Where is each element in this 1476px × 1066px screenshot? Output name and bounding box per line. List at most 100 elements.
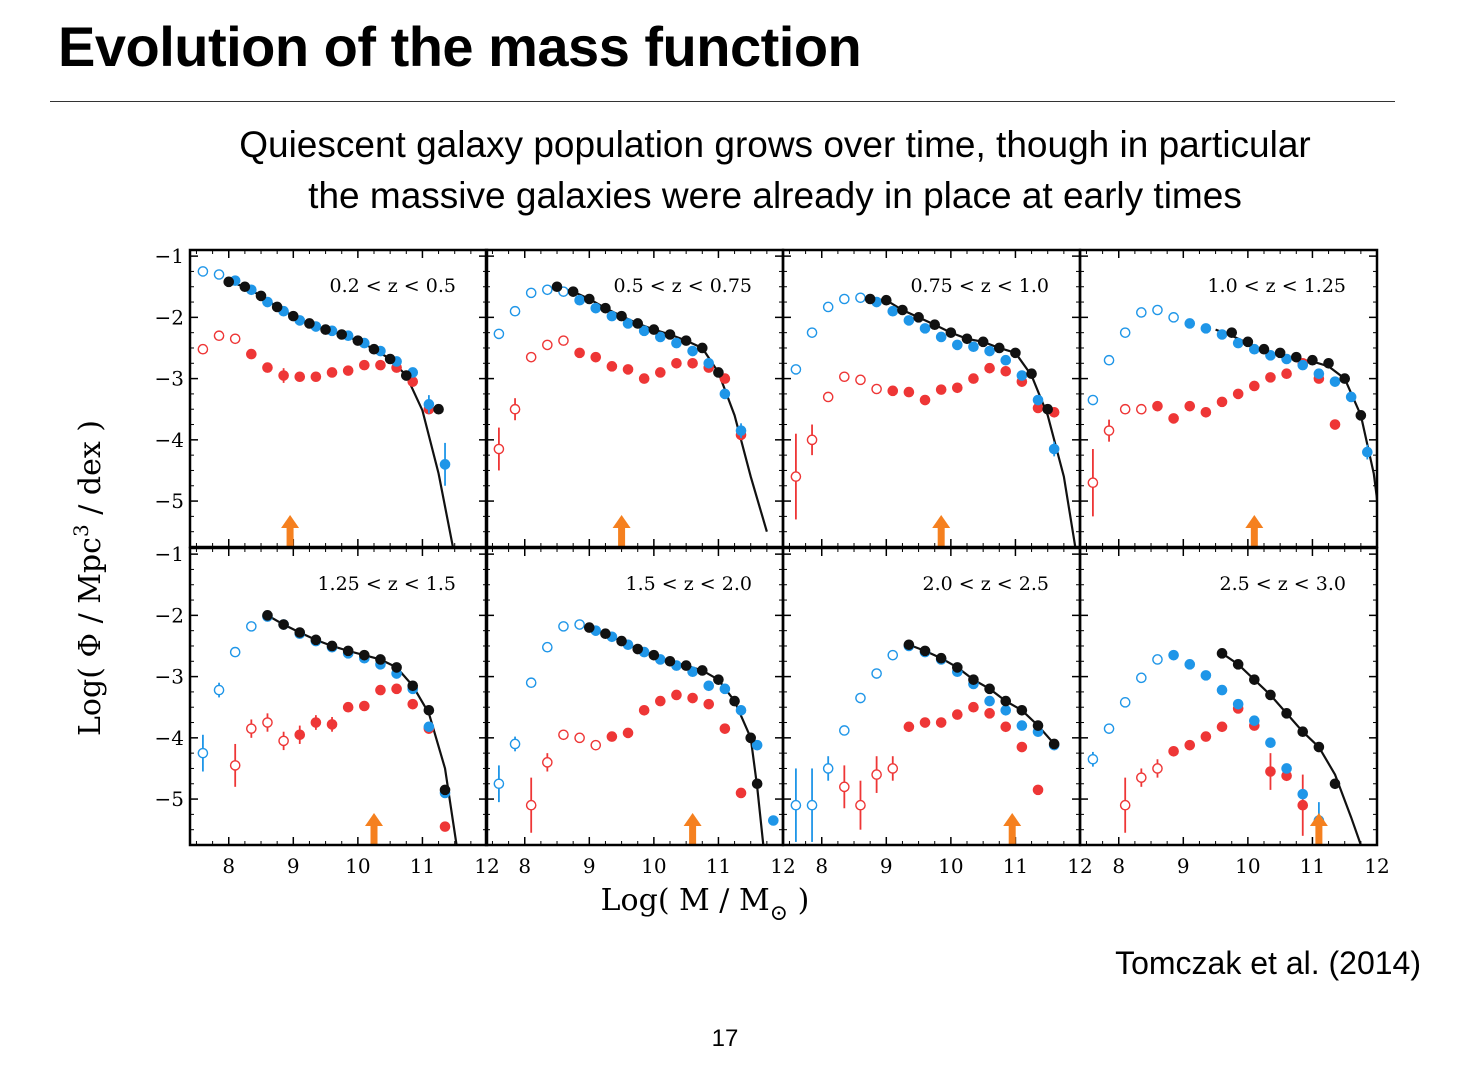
quiescent-point — [326, 719, 338, 730]
quiescent-open-point — [1136, 403, 1147, 415]
star-forming-point — [1265, 737, 1276, 749]
citation: Tomczak et al. (2014) — [1115, 945, 1421, 981]
quiescent-point — [903, 721, 915, 733]
total-point — [423, 704, 435, 716]
total-point — [1242, 336, 1254, 348]
total-point — [551, 281, 563, 293]
star-forming-open-point — [1119, 327, 1131, 338]
star-forming-open-point — [1087, 394, 1099, 406]
total-point — [713, 367, 724, 378]
quiescent-point — [1016, 741, 1028, 753]
total-point — [600, 302, 611, 314]
quiescent-point — [655, 695, 666, 707]
total-point — [384, 353, 396, 365]
x-tick-label: 11 — [1003, 854, 1028, 878]
star-forming-point — [1345, 391, 1357, 403]
total-point — [945, 327, 957, 338]
quiescent-open-point — [790, 471, 802, 482]
star-forming-open-point — [1136, 672, 1147, 684]
quiescent-open-point — [590, 739, 602, 751]
completeness-limit-arrow-head — [281, 515, 300, 528]
star-forming-point — [671, 337, 682, 349]
star-forming-point — [1184, 318, 1196, 329]
quiescent-open-point — [871, 769, 882, 780]
total-point — [616, 635, 627, 647]
completeness-limit-arrow-head — [365, 813, 384, 826]
star-forming-open-point — [229, 646, 241, 658]
quiescent-point — [919, 394, 931, 406]
quiescent-point — [703, 698, 715, 710]
y-tick-label: −2 — [155, 305, 184, 329]
star-forming-point — [719, 683, 731, 695]
quiescent-point — [310, 717, 322, 728]
panel-3: 0.75 < z < 1.0 — [781, 248, 1082, 549]
total-point — [1297, 726, 1309, 738]
star-forming-point — [952, 339, 963, 351]
redshift-label: 2.0 < z < 2.5 — [923, 573, 1049, 595]
star-forming-point — [735, 425, 747, 436]
completeness-limit-arrow-head — [612, 515, 631, 528]
quiescent-point — [1265, 766, 1276, 777]
quiescent-point — [574, 347, 585, 359]
panel-6: 1.5 < z < 2.0 8 9 10 11 12 — [484, 546, 796, 878]
total-point — [616, 310, 627, 322]
x-tick-label: 11 — [1300, 854, 1325, 878]
star-forming-point — [1216, 329, 1228, 340]
total-point — [632, 643, 644, 655]
total-point — [584, 293, 595, 305]
quiescent-open-point — [1119, 799, 1131, 811]
quiescent-point — [1168, 413, 1179, 424]
redshift-label: 0.2 < z < 0.5 — [330, 275, 456, 297]
x-tick-label: 8 — [815, 854, 828, 878]
total-point — [368, 343, 380, 355]
star-forming-point — [768, 815, 779, 826]
quiescent-point — [687, 692, 698, 704]
total-point — [1323, 357, 1334, 369]
star-forming-point — [574, 294, 585, 306]
total-point — [223, 276, 235, 288]
quiescent-open-point — [509, 403, 521, 415]
quiescent-point — [375, 359, 386, 371]
quiescent-point — [903, 386, 915, 398]
completeness-limit-arrow-head — [683, 813, 702, 826]
y-tick-label: −1 — [155, 244, 184, 268]
total-point — [239, 281, 251, 293]
star-forming-open-point — [213, 684, 225, 696]
quiescent-point — [310, 371, 322, 383]
total-point — [1016, 704, 1028, 716]
star-forming-point — [1232, 698, 1244, 710]
redshift-label: 0.5 < z < 0.75 — [613, 275, 752, 297]
title-divider — [50, 101, 1395, 102]
quiescent-point — [952, 382, 963, 394]
panel-data — [790, 292, 1077, 547]
subtitle-line-2: the massive galaxies were already in pla… — [308, 175, 1242, 216]
star-forming-point — [1297, 788, 1309, 800]
quiescent-point — [984, 708, 995, 719]
star-forming-open-point — [1136, 307, 1147, 318]
total-point — [968, 674, 979, 685]
quiescent-point — [375, 684, 386, 696]
quiescent-open-point — [525, 351, 537, 363]
total-point — [600, 628, 611, 640]
x-tick-label: 10 — [345, 854, 370, 878]
y-tick-label: −1 — [155, 542, 184, 566]
x-tick-label: 8 — [1112, 854, 1125, 878]
quiescent-open-point — [839, 781, 850, 793]
x-tick-label: 9 — [583, 854, 596, 878]
star-forming-point — [703, 680, 715, 692]
star-forming-point — [984, 345, 995, 357]
completeness-limit-arrow-shaft — [618, 527, 626, 547]
quiescent-point — [968, 701, 979, 713]
redshift-label: 2.5 < z < 3.0 — [1220, 573, 1346, 595]
total-point — [1313, 741, 1325, 753]
total-point — [271, 301, 283, 313]
total-point — [935, 652, 947, 664]
quiescent-open-point — [493, 443, 505, 455]
completeness-limit-arrow-head — [1003, 813, 1022, 826]
total-point — [1265, 689, 1276, 701]
redshift-label: 1.25 < z < 1.5 — [317, 573, 456, 595]
total-point — [1226, 327, 1238, 338]
star-forming-open-point — [806, 799, 818, 811]
quiescent-open-point — [822, 391, 834, 403]
